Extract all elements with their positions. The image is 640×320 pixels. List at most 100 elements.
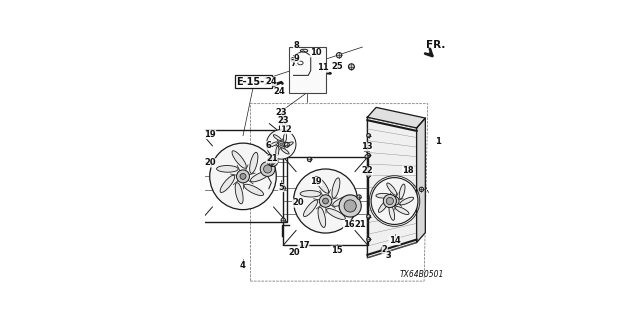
FancyBboxPatch shape: [289, 47, 326, 92]
Text: 11: 11: [317, 63, 329, 72]
Circle shape: [196, 142, 202, 147]
Circle shape: [240, 173, 246, 180]
Ellipse shape: [376, 193, 391, 198]
Text: 6: 6: [266, 141, 271, 150]
Text: 16: 16: [343, 220, 355, 229]
Circle shape: [367, 154, 371, 157]
Text: 20: 20: [204, 158, 216, 167]
Circle shape: [237, 170, 250, 183]
Ellipse shape: [276, 146, 279, 156]
Text: 19: 19: [204, 130, 216, 139]
Ellipse shape: [387, 183, 397, 195]
Circle shape: [266, 130, 296, 159]
Ellipse shape: [300, 191, 321, 197]
Text: TX64B0501: TX64B0501: [399, 270, 444, 279]
Text: 10: 10: [310, 48, 321, 57]
Ellipse shape: [232, 151, 246, 168]
Ellipse shape: [332, 178, 340, 198]
Circle shape: [387, 252, 390, 256]
Ellipse shape: [396, 206, 409, 214]
Circle shape: [367, 173, 371, 177]
Circle shape: [365, 155, 369, 159]
Polygon shape: [367, 108, 426, 128]
Ellipse shape: [284, 142, 293, 147]
Ellipse shape: [235, 183, 243, 204]
Circle shape: [357, 195, 361, 199]
Circle shape: [367, 215, 371, 219]
Circle shape: [260, 162, 275, 176]
Circle shape: [284, 142, 289, 147]
Circle shape: [339, 195, 361, 217]
Circle shape: [267, 156, 278, 166]
Text: 8: 8: [293, 41, 299, 50]
Polygon shape: [417, 118, 426, 243]
Polygon shape: [367, 117, 417, 258]
Text: 24: 24: [273, 87, 285, 96]
Text: 23: 23: [275, 108, 287, 117]
Text: E-15-2: E-15-2: [236, 76, 271, 86]
Circle shape: [367, 237, 371, 241]
Text: 21: 21: [266, 154, 278, 163]
Circle shape: [419, 187, 424, 192]
Text: 7: 7: [290, 59, 296, 68]
Ellipse shape: [389, 205, 395, 220]
Ellipse shape: [326, 209, 346, 220]
Circle shape: [381, 247, 386, 251]
Circle shape: [319, 195, 332, 207]
Text: 20: 20: [292, 198, 304, 207]
Circle shape: [390, 196, 399, 205]
Circle shape: [392, 199, 397, 203]
Circle shape: [367, 134, 371, 138]
Ellipse shape: [220, 175, 235, 193]
Text: 19: 19: [310, 177, 322, 186]
Circle shape: [280, 143, 282, 146]
Text: 20: 20: [288, 248, 300, 257]
Ellipse shape: [315, 176, 329, 193]
Ellipse shape: [244, 184, 264, 196]
Text: 2: 2: [381, 244, 388, 253]
Circle shape: [307, 157, 312, 162]
Circle shape: [387, 197, 394, 204]
Text: FR.: FR.: [426, 40, 445, 50]
Circle shape: [196, 205, 202, 211]
Circle shape: [264, 165, 272, 173]
Text: 21: 21: [354, 220, 366, 229]
Text: 25: 25: [332, 62, 343, 71]
Circle shape: [344, 200, 356, 212]
Text: 4: 4: [240, 260, 246, 269]
Circle shape: [383, 195, 396, 208]
Text: 5: 5: [278, 183, 284, 192]
Circle shape: [371, 178, 418, 224]
Circle shape: [323, 198, 328, 204]
Text: 14: 14: [388, 236, 401, 245]
Text: 22: 22: [361, 166, 373, 175]
Text: 15: 15: [331, 246, 342, 255]
Circle shape: [365, 171, 369, 175]
Circle shape: [196, 142, 202, 147]
Text: 18: 18: [403, 166, 414, 175]
Text: 23: 23: [277, 116, 289, 125]
Circle shape: [291, 58, 295, 62]
Ellipse shape: [250, 171, 270, 182]
Ellipse shape: [269, 142, 278, 147]
Text: 12: 12: [280, 125, 292, 134]
Ellipse shape: [273, 135, 282, 141]
Text: 17: 17: [298, 241, 309, 250]
Text: 3: 3: [385, 251, 391, 260]
Ellipse shape: [284, 133, 287, 142]
Ellipse shape: [250, 152, 258, 173]
Circle shape: [281, 186, 285, 190]
Circle shape: [278, 141, 284, 147]
Ellipse shape: [399, 184, 405, 199]
Circle shape: [348, 64, 355, 70]
Circle shape: [294, 169, 358, 233]
Text: 1: 1: [435, 137, 440, 146]
Text: 9: 9: [294, 54, 300, 63]
Ellipse shape: [216, 165, 238, 172]
Circle shape: [281, 218, 285, 222]
Circle shape: [196, 174, 202, 179]
Circle shape: [269, 158, 276, 164]
Ellipse shape: [400, 197, 413, 205]
Text: 24: 24: [265, 77, 276, 86]
Ellipse shape: [303, 200, 317, 217]
